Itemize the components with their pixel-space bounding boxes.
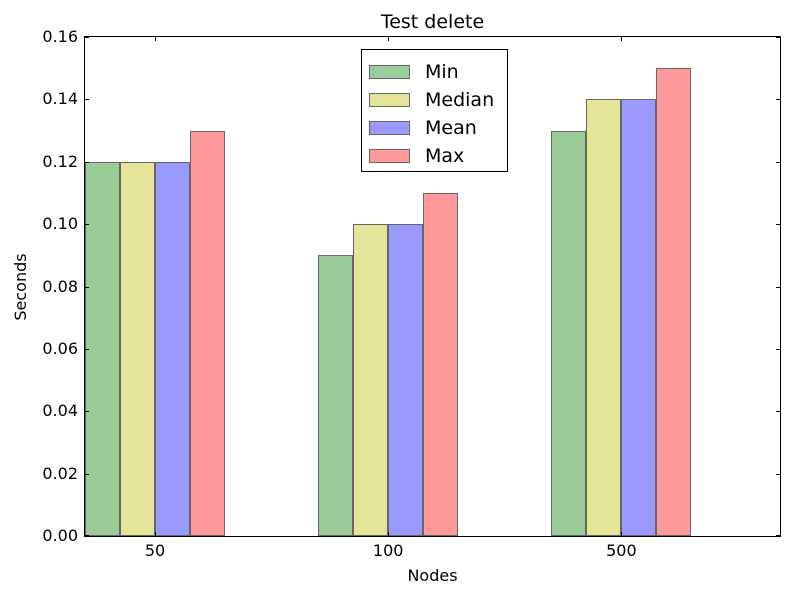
y-tick — [85, 348, 89, 350]
bar-min-50 — [85, 161, 120, 536]
y-tick — [85, 224, 89, 226]
y-tick-label: 0.10 — [42, 214, 78, 234]
y-tick — [85, 286, 89, 288]
bar-max-50 — [189, 130, 225, 536]
bar-median-500 — [586, 99, 622, 536]
y-tick — [85, 473, 89, 475]
y-tick — [776, 37, 780, 38]
y-tick-label: 0.02 — [42, 463, 78, 483]
y-tick — [776, 224, 780, 226]
y-tick — [85, 411, 89, 413]
x-axis-label: Nodes — [407, 566, 458, 585]
y-tick-label: 0.00 — [42, 526, 78, 545]
y-tick-label: 0.06 — [42, 338, 78, 358]
bar-min-500 — [551, 130, 587, 536]
x-tick-label: 50 — [144, 541, 166, 560]
y-tick — [776, 348, 780, 350]
y-tick-label: 0.16 — [42, 27, 78, 46]
y-tick — [85, 99, 89, 101]
legend-item-mean: Mean — [362, 114, 507, 142]
legend-item-median: Median — [362, 86, 507, 114]
y-tick — [776, 99, 780, 101]
bar-mean-100 — [388, 224, 424, 536]
bar-median-50 — [120, 161, 155, 536]
bar-mean-50 — [155, 161, 190, 536]
legend-label: Mean — [425, 117, 477, 139]
y-tick — [776, 473, 780, 475]
y-tick-label: 0.14 — [42, 89, 78, 109]
y-tick — [85, 161, 89, 163]
legend-item-min: Min — [362, 58, 507, 86]
x-tick — [388, 532, 390, 536]
chart-title: Test delete — [380, 11, 485, 33]
legend-label: Max — [425, 145, 465, 167]
y-tick-label: 0.04 — [42, 401, 78, 421]
legend-item-max: Max — [362, 142, 507, 170]
legend: Min Median Mean Max — [361, 49, 508, 172]
y-tick — [85, 535, 89, 536]
x-tick — [155, 37, 156, 41]
bar-min-100 — [318, 255, 354, 536]
y-tick-label: 0.08 — [42, 276, 78, 296]
legend-label: Median — [425, 89, 495, 111]
y-tick — [776, 535, 780, 536]
x-tick-label: 100 — [372, 541, 404, 560]
y-tick — [85, 37, 89, 38]
bar-median-100 — [353, 224, 389, 536]
legend-swatch-median — [369, 93, 410, 107]
x-tick — [621, 37, 623, 41]
bar-max-100 — [423, 192, 459, 536]
bar-mean-500 — [621, 99, 657, 536]
x-tick — [388, 37, 390, 41]
bar-max-500 — [656, 68, 692, 536]
y-tick — [776, 286, 780, 288]
y-tick-label: 0.12 — [42, 151, 78, 171]
x-tick — [621, 532, 623, 536]
y-tick — [776, 411, 780, 413]
y-tick — [776, 161, 780, 163]
legend-label: Min — [425, 61, 459, 83]
legend-swatch-min — [369, 65, 410, 79]
legend-swatch-max — [369, 149, 410, 163]
x-tick-label: 500 — [606, 541, 637, 560]
x-tick — [155, 532, 156, 536]
legend-swatch-mean — [369, 121, 410, 135]
